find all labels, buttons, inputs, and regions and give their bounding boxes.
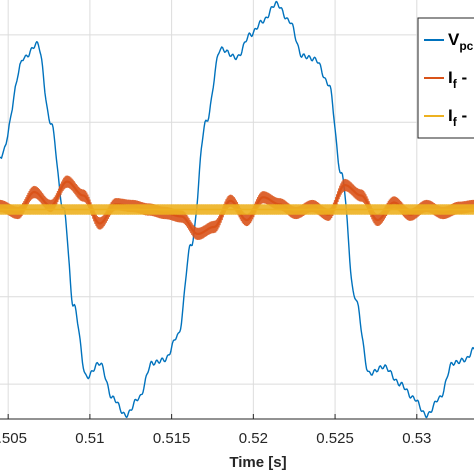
x-tick-label: 0.52	[239, 430, 268, 447]
x-tick-label: 0.515	[153, 430, 191, 447]
series-ripple-2	[0, 204, 474, 215]
legend-label: If -	[448, 68, 467, 91]
x-tick-label: 0.505	[0, 430, 27, 447]
x-tick-label: 0.53	[402, 430, 431, 447]
x-axis-ticks: 0.505 0.51 0.515 0.52 0.525 0.53	[0, 414, 431, 447]
legend-label: Vpc	[448, 30, 474, 53]
x-axis-title: Time [s]	[229, 454, 286, 471]
plot-area	[0, 0, 474, 419]
legend: Vpc If - If -	[417, 17, 474, 139]
legend-label: If -	[448, 106, 467, 129]
series-line-0	[0, 0, 474, 419]
x-tick-label: 0.51	[75, 430, 104, 447]
x-tick-label: 0.525	[316, 430, 354, 447]
